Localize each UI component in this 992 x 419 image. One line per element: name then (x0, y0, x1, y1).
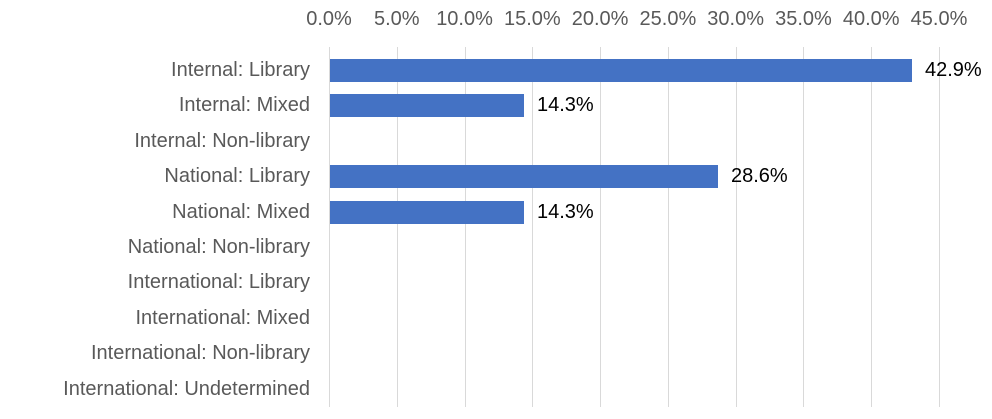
gridline (532, 47, 533, 407)
value-label: 28.6% (731, 165, 788, 187)
chart-row: International: Mixed (0, 301, 992, 336)
chart-row: International: Undetermined (0, 372, 992, 407)
gridline (803, 47, 804, 407)
gridline (736, 47, 737, 407)
gridline (600, 47, 601, 407)
x-axis-tick-label: 10.0% (436, 8, 493, 30)
chart-row: National: Library 28.6% (0, 159, 992, 194)
bar (330, 59, 912, 82)
value-label: 14.3% (537, 201, 594, 223)
bar (330, 165, 718, 188)
category-label: National: Non-library (127, 236, 310, 258)
x-axis-tick-label: 35.0% (775, 8, 832, 30)
category-label: International: Library (127, 271, 310, 293)
category-label: Internal: Mixed (178, 94, 310, 116)
category-label: International: Undetermined (63, 378, 310, 400)
category-label: National: Mixed (172, 201, 310, 223)
bar (330, 201, 524, 224)
x-axis-tick-label: 15.0% (503, 8, 561, 30)
x-axis-tick-label: 0.0% (306, 8, 352, 30)
chart-row: Internal: Mixed 14.3% (0, 88, 992, 123)
bar (330, 94, 524, 117)
chart-row: Internal: Library 42.9% (0, 53, 992, 88)
gridline (329, 47, 330, 407)
category-label: Internal: Library (171, 59, 310, 81)
chart-row: Internal: Non-library (0, 124, 992, 159)
gridline (871, 47, 872, 407)
x-axis-tick-label: 45.0% (910, 8, 968, 30)
category-label: Internal: Non-library (134, 130, 310, 152)
x-axis-tick-label: 40.0% (842, 8, 900, 30)
x-axis-tick-label: 30.0% (707, 8, 765, 30)
value-label: 14.3% (537, 94, 594, 116)
category-label: National: Library (164, 165, 310, 187)
chart-row: National: Mixed 14.3% (0, 195, 992, 230)
category-label: International: Mixed (135, 307, 310, 329)
chart-row: National: Non-library (0, 230, 992, 265)
chart-row: International: Library (0, 265, 992, 300)
value-label: 42.9% (925, 59, 982, 81)
gridline (465, 47, 466, 407)
category-label: International: Non-library (91, 342, 310, 364)
x-axis-tick-label: 20.0% (571, 8, 629, 30)
gridline (397, 47, 398, 407)
gridline (939, 47, 940, 407)
chart-row: International: Non-library (0, 336, 992, 371)
gridline (668, 47, 669, 407)
x-axis-tick-label: 5.0% (373, 8, 420, 30)
x-axis-tick-label: 25.0% (639, 8, 697, 30)
